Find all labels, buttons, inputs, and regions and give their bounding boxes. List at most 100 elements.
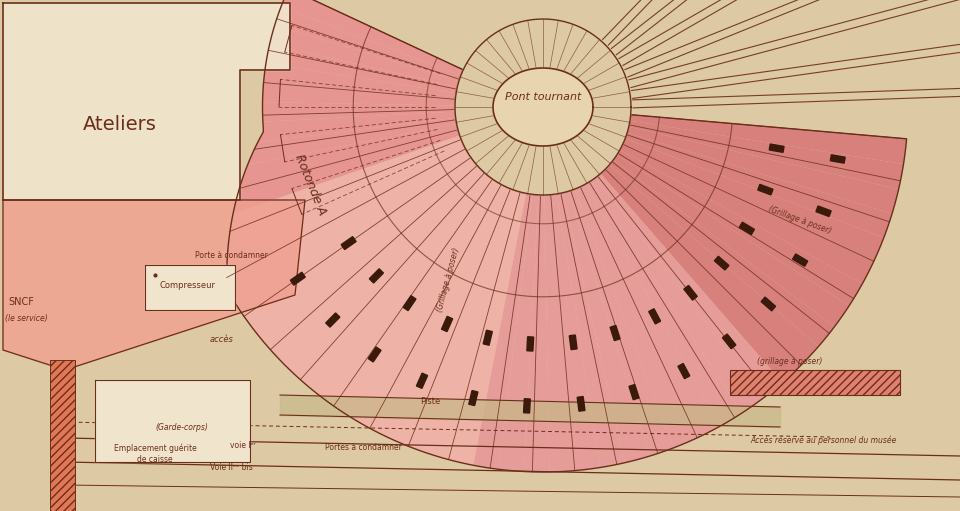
Polygon shape — [620, 144, 874, 284]
Text: (le service): (le service) — [5, 314, 48, 322]
Polygon shape — [325, 313, 340, 327]
Polygon shape — [334, 179, 497, 420]
Polygon shape — [591, 177, 762, 413]
Polygon shape — [369, 347, 381, 362]
Polygon shape — [228, 135, 462, 240]
Polygon shape — [3, 200, 305, 370]
Polygon shape — [613, 155, 849, 327]
Polygon shape — [424, 190, 520, 459]
Polygon shape — [230, 152, 471, 316]
Polygon shape — [239, 124, 458, 189]
Polygon shape — [448, 192, 526, 466]
Polygon shape — [483, 330, 492, 345]
Polygon shape — [455, 19, 631, 195]
Polygon shape — [266, 44, 457, 93]
Polygon shape — [275, 7, 461, 81]
Polygon shape — [830, 155, 845, 163]
Polygon shape — [757, 184, 773, 195]
Polygon shape — [473, 193, 532, 469]
Polygon shape — [627, 127, 899, 214]
Polygon shape — [294, 171, 488, 390]
Polygon shape — [227, 142, 465, 268]
Polygon shape — [569, 335, 577, 350]
Polygon shape — [617, 150, 862, 306]
Polygon shape — [262, 102, 455, 122]
Polygon shape — [761, 297, 776, 311]
Text: Pont tournant: Pont tournant — [505, 92, 581, 102]
Polygon shape — [313, 175, 492, 406]
Polygon shape — [630, 114, 906, 164]
Polygon shape — [258, 111, 456, 142]
Text: Portes à condamner: Portes à condamner — [325, 444, 402, 453]
Polygon shape — [629, 121, 903, 189]
Text: accès: accès — [210, 336, 234, 344]
Polygon shape — [769, 144, 784, 152]
Polygon shape — [625, 133, 892, 238]
Polygon shape — [611, 326, 620, 341]
Polygon shape — [3, 3, 290, 200]
Polygon shape — [417, 373, 427, 388]
Polygon shape — [623, 138, 884, 261]
Polygon shape — [270, 25, 459, 87]
Polygon shape — [714, 256, 729, 270]
Text: (Grillage à poser): (Grillage à poser) — [767, 204, 832, 236]
Text: SNCF: SNCF — [8, 297, 34, 307]
Polygon shape — [577, 397, 585, 411]
Polygon shape — [568, 189, 674, 456]
Polygon shape — [244, 157, 474, 337]
Polygon shape — [557, 193, 625, 468]
Polygon shape — [574, 187, 697, 448]
Polygon shape — [276, 167, 483, 374]
Text: Rotonde A: Rotonde A — [292, 153, 328, 218]
Polygon shape — [678, 363, 690, 379]
Polygon shape — [527, 337, 534, 351]
Polygon shape — [605, 165, 819, 365]
Text: Accès réservé au personnel du musée: Accès réservé au personnel du musée — [750, 435, 897, 445]
Polygon shape — [262, 83, 455, 105]
Polygon shape — [544, 195, 575, 472]
Polygon shape — [341, 237, 356, 249]
Polygon shape — [739, 222, 755, 235]
Text: Piste: Piste — [420, 398, 441, 406]
Polygon shape — [233, 130, 460, 214]
Polygon shape — [377, 185, 509, 443]
Polygon shape — [95, 380, 250, 462]
Text: Porte à condamner: Porte à condamner — [195, 250, 268, 260]
Polygon shape — [723, 334, 736, 349]
Polygon shape — [355, 182, 503, 432]
Polygon shape — [586, 181, 742, 426]
Polygon shape — [629, 385, 639, 400]
Polygon shape — [248, 118, 457, 165]
Text: (Garde-corps): (Garde-corps) — [155, 424, 208, 432]
Polygon shape — [498, 194, 539, 472]
Text: (Grillage à poser): (Grillage à poser) — [435, 247, 461, 313]
Polygon shape — [601, 169, 801, 382]
Polygon shape — [684, 286, 697, 300]
Polygon shape — [816, 206, 831, 217]
Polygon shape — [649, 309, 660, 324]
Polygon shape — [442, 316, 453, 332]
Polygon shape — [596, 173, 782, 399]
Polygon shape — [400, 188, 515, 452]
Text: voie Iᵉʳ: voie Iᵉʳ — [230, 440, 255, 450]
Polygon shape — [281, 0, 464, 76]
Polygon shape — [403, 296, 416, 311]
Polygon shape — [563, 191, 650, 462]
Polygon shape — [290, 272, 305, 285]
Text: Voie IIᵉᵉ bis: Voie IIᵉᵉ bis — [210, 463, 252, 473]
Polygon shape — [551, 194, 600, 471]
Polygon shape — [730, 370, 900, 395]
Polygon shape — [524, 195, 549, 472]
Text: Emplacement guérite: Emplacement guérite — [113, 443, 197, 453]
Text: de caisse: de caisse — [137, 455, 173, 464]
Polygon shape — [580, 184, 720, 438]
Polygon shape — [259, 162, 479, 356]
Polygon shape — [145, 265, 235, 310]
Polygon shape — [227, 147, 468, 295]
Polygon shape — [610, 160, 834, 346]
Text: (grillage à poser): (grillage à poser) — [757, 358, 823, 366]
Polygon shape — [523, 399, 530, 413]
Polygon shape — [793, 254, 807, 266]
Text: Compresseur: Compresseur — [160, 281, 216, 290]
Polygon shape — [370, 269, 383, 283]
